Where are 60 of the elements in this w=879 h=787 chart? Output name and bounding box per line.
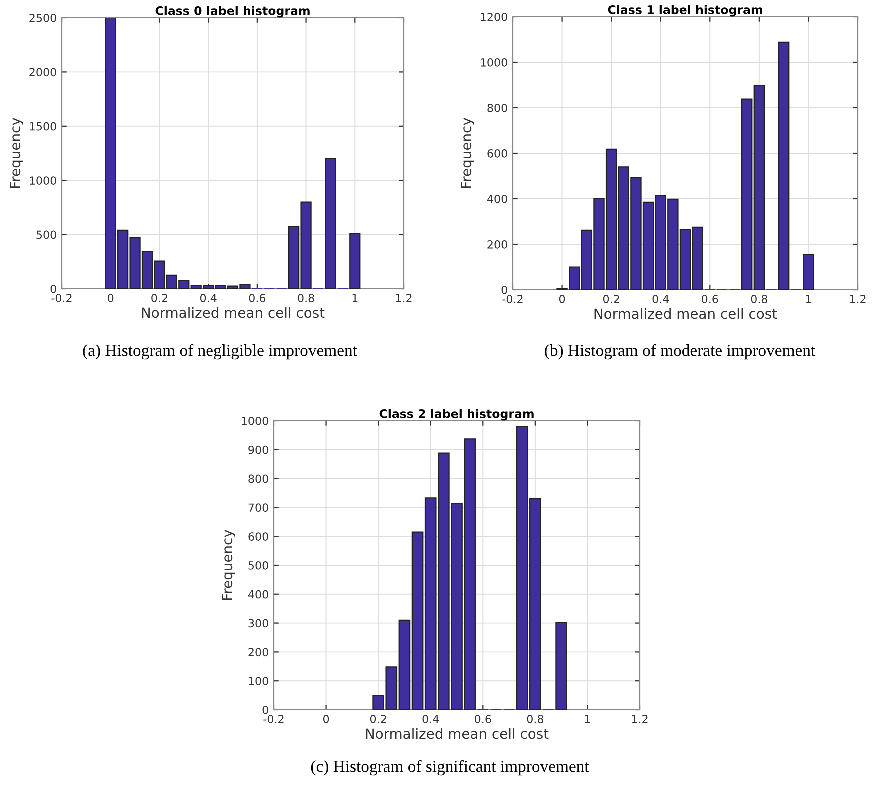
x-tick-label: -0.2 [52,294,72,302]
x-tick-label: 0.4 [652,295,670,304]
x-tick-label: 0.8 [298,294,314,302]
x-tick-label: 0.6 [249,294,266,302]
y-tick-label: 500 [36,230,56,240]
x-tick-label: 0 [323,715,330,724]
x-tick-label: 0.6 [702,295,718,304]
y-tick-label: 1000 [242,416,268,426]
x-axis-title: Normalized mean cell cost [366,728,549,740]
text: (c) Histogram of significant improvement [311,760,590,776]
y-tick-label: 600 [488,149,508,158]
y-tick-label: 0 [50,284,56,294]
y-axis-title: Frequency [10,118,24,188]
x-tick-label: 0.2 [370,715,386,724]
x-tick-label: 1.2 [850,295,866,304]
y-tick-label: 400 [248,590,268,599]
y-tick-label: 2000 [30,68,56,77]
x-tick-label: 0.6 [475,715,492,724]
x-tick-label: 0 [108,294,114,302]
x-tick-label: 0.8 [751,295,768,304]
y-tick-label: 1000 [481,58,508,67]
x-axis-title: Normalized mean cell cost [594,308,778,320]
y-tick-label: 200 [488,240,508,249]
x-tick-label: -0.2 [264,715,284,724]
x-tick-label: 0.4 [200,294,217,302]
x-tick-label: 0.2 [152,294,168,302]
text: (a) Histogram of negligible improvement [83,344,358,360]
y-tick-label: 2500 [30,14,56,22]
y-axis-title: Frequency [461,118,474,188]
chart-title: Class 0 label histogram [156,6,310,18]
x-tick-label: 1 [352,294,358,302]
x-tick-label: 0.2 [603,295,620,304]
x-tick-label: 0.4 [422,715,440,724]
y-tick-label: 900 [248,446,268,454]
y-tick-label: 300 [248,619,268,628]
chart-title: Class 2 label histogram [380,409,534,421]
y-axis-title: Frequency [222,530,236,600]
y-tick-label: 1000 [30,176,56,185]
y-tick-label: 400 [487,194,508,204]
x-tick-label: 0 [559,295,566,304]
y-tick-label: 600 [248,532,268,541]
x-tick-label: 1.2 [632,715,648,724]
x-tick-label: 1.2 [396,294,412,302]
y-tick-label: 0 [502,286,508,294]
y-tick-label: 1500 [30,122,56,131]
y-tick-label: 0 [262,706,268,714]
chart-title: Class 1 label histogram [608,5,762,17]
x-tick-label: 1 [585,715,590,724]
y-tick-label: 800 [248,474,268,484]
text: (b) Histogram of moderate improvement [545,344,816,360]
x-tick-label: 1 [806,295,812,304]
x-tick-label: 0.8 [527,715,544,724]
x-axis-title: Normalized mean cell cost [142,307,325,318]
y-tick-label: 100 [249,677,268,686]
y-tick-label: 1200 [481,12,508,22]
y-tick-label: 700 [248,504,268,512]
x-tick-label: -0.2 [502,295,523,304]
y-tick-label: 800 [488,104,508,112]
y-tick-label: 200 [248,648,268,657]
y-tick-label: 500 [248,561,268,570]
